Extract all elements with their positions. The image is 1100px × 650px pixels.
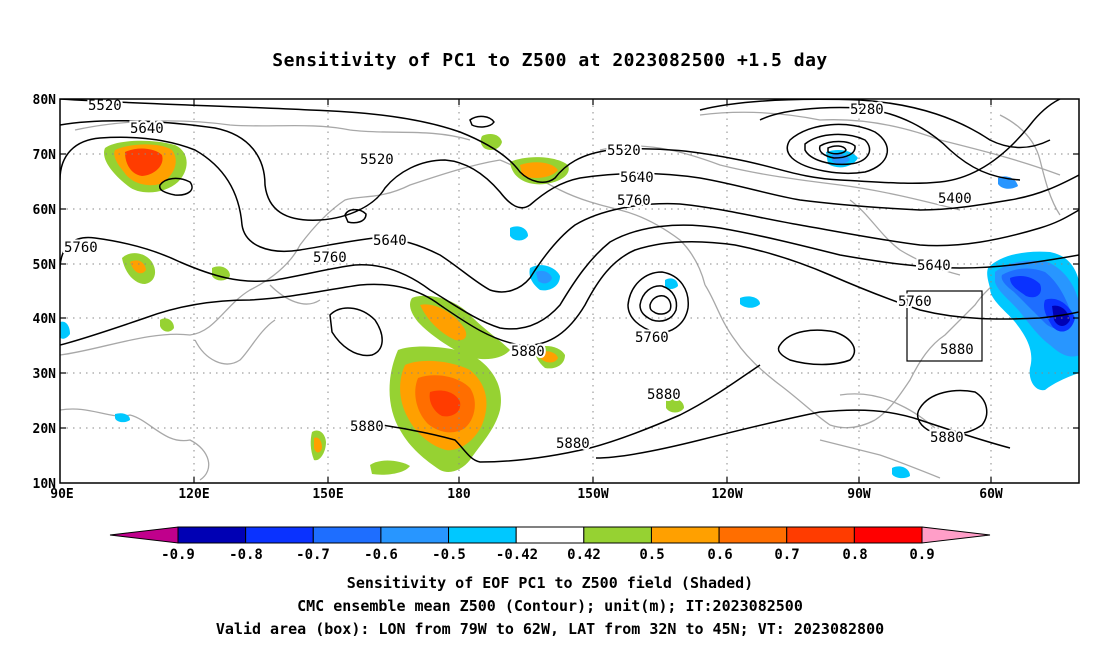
lon-label: 120W bbox=[711, 487, 742, 502]
colorbar-label: 0.5 bbox=[639, 547, 664, 563]
contour-label: 5400 bbox=[938, 191, 972, 207]
contour-label: 5880 bbox=[940, 342, 974, 358]
negative-region bbox=[1010, 276, 1042, 298]
map-title: Sensitivity of PC1 to Z500 at 2023082500… bbox=[272, 50, 828, 71]
lat-label: 80N bbox=[33, 93, 57, 108]
colorbar-cell bbox=[380, 526, 450, 544]
contour-label: 5760 bbox=[617, 193, 651, 209]
lon-labels: 90E 120E 150E 180 150W 120W 90W 60W bbox=[50, 487, 1003, 502]
footer-line-shaded: Sensitivity of EOF PC1 to Z500 field (Sh… bbox=[346, 574, 754, 592]
colorbar-label: 0.7 bbox=[774, 547, 799, 563]
colorbar-cell bbox=[245, 526, 314, 544]
lon-label: 60W bbox=[979, 487, 1003, 502]
lat-label: 40N bbox=[33, 312, 57, 327]
positive-region bbox=[370, 460, 410, 475]
colorbar-label: -0.6 bbox=[364, 547, 398, 563]
positive-region bbox=[540, 351, 558, 363]
contour-label: 5760 bbox=[635, 330, 669, 346]
colorbar-cell bbox=[718, 526, 788, 544]
footer-line-contour: CMC ensemble mean Z500 (Contour); unit(m… bbox=[297, 597, 803, 615]
colorbar-cell bbox=[515, 526, 585, 544]
positive-region bbox=[480, 134, 502, 150]
colorbar-cell bbox=[177, 526, 247, 544]
positive-region bbox=[130, 260, 146, 274]
colorbar-label: 0.8 bbox=[842, 547, 867, 563]
colorbar-label: -0.5 bbox=[432, 547, 466, 563]
negative-region bbox=[892, 466, 910, 479]
colorbar-cell bbox=[650, 526, 720, 544]
contour-label: 5880 bbox=[511, 344, 545, 360]
negative-region bbox=[510, 226, 528, 241]
negative-region bbox=[115, 413, 130, 423]
negative-region bbox=[536, 270, 552, 284]
colorbar-label: -0.8 bbox=[229, 547, 263, 563]
contour-label: 5280 bbox=[850, 102, 884, 118]
colorbar-label: -0.7 bbox=[296, 547, 330, 563]
contour-label: 5760 bbox=[313, 250, 347, 266]
contour-labels: 5520 5640 5520 5760 5640 5760 5520 5640 … bbox=[62, 98, 976, 454]
axis-ticks bbox=[60, 99, 1079, 483]
colorbar-label: 0.42 bbox=[567, 547, 601, 563]
positive-region bbox=[420, 304, 467, 341]
positive-region bbox=[125, 148, 163, 176]
map-border bbox=[59, 98, 1080, 484]
z500-contours bbox=[60, 99, 1079, 463]
lat-label: 10N bbox=[33, 477, 57, 492]
lat-label: 70N bbox=[33, 148, 57, 163]
lat-label: 60N bbox=[33, 203, 57, 218]
colorbar-cell bbox=[312, 526, 382, 544]
negative-region bbox=[60, 321, 70, 339]
positive-region bbox=[666, 398, 684, 413]
contour-label: 5640 bbox=[373, 233, 407, 249]
contour-label: 5640 bbox=[130, 121, 164, 137]
contour-label: 5760 bbox=[898, 294, 932, 310]
contour-label: 5640 bbox=[620, 170, 654, 186]
lat-label: 20N bbox=[33, 422, 57, 437]
positive-region bbox=[429, 390, 461, 417]
contour-label: 5520 bbox=[360, 152, 394, 168]
contour-label: 5880 bbox=[647, 387, 681, 403]
colorbar-high-triangle bbox=[921, 526, 991, 544]
positive-region bbox=[160, 318, 174, 332]
colorbar-cell bbox=[583, 526, 652, 544]
contour-label: 5640 bbox=[917, 258, 951, 274]
colorbar-label: -0.9 bbox=[161, 547, 195, 563]
lon-label: 90W bbox=[847, 487, 871, 502]
negative-region bbox=[740, 296, 760, 308]
contour-label: 5880 bbox=[556, 436, 590, 452]
colorbar-cell bbox=[853, 526, 923, 544]
valid-area-box bbox=[906, 290, 983, 362]
lon-label: 180 bbox=[447, 487, 471, 502]
contour-label: 5520 bbox=[88, 98, 122, 114]
lat-labels: 80N 70N 60N 50N 40N 30N 20N 10N bbox=[33, 93, 57, 492]
lon-label: 120E bbox=[178, 487, 209, 502]
contour-label: 5760 bbox=[64, 240, 98, 256]
colorbar: -0.9 -0.8 -0.7 -0.6 -0.5 -0.42 0.42 0.5 … bbox=[109, 526, 991, 563]
footer-line-valid-area: Valid area (box): LON from 79W to 62W, L… bbox=[215, 620, 885, 638]
lat-label: 50N bbox=[33, 258, 57, 273]
colorbar-label: 0.9 bbox=[909, 547, 934, 563]
lon-label: 90E bbox=[50, 487, 73, 502]
colorbar-cell bbox=[786, 526, 855, 544]
lat-label: 30N bbox=[33, 367, 57, 382]
contour-label: 5880 bbox=[930, 430, 964, 446]
contour-label: 5880 bbox=[350, 419, 384, 435]
gridlines bbox=[60, 99, 1079, 483]
positive-region bbox=[520, 162, 558, 178]
shaded-sensitivity bbox=[60, 134, 1079, 479]
colorbar-cell bbox=[448, 526, 517, 544]
lon-label: 150E bbox=[312, 487, 343, 502]
colorbar-low-triangle bbox=[109, 526, 179, 544]
colorbar-label: -0.42 bbox=[496, 547, 538, 563]
contour-label: 5520 bbox=[607, 143, 641, 159]
positive-region bbox=[314, 437, 322, 453]
negative-region bbox=[665, 278, 678, 289]
lon-label: 150W bbox=[577, 487, 608, 502]
colorbar-label: 0.6 bbox=[707, 547, 732, 563]
